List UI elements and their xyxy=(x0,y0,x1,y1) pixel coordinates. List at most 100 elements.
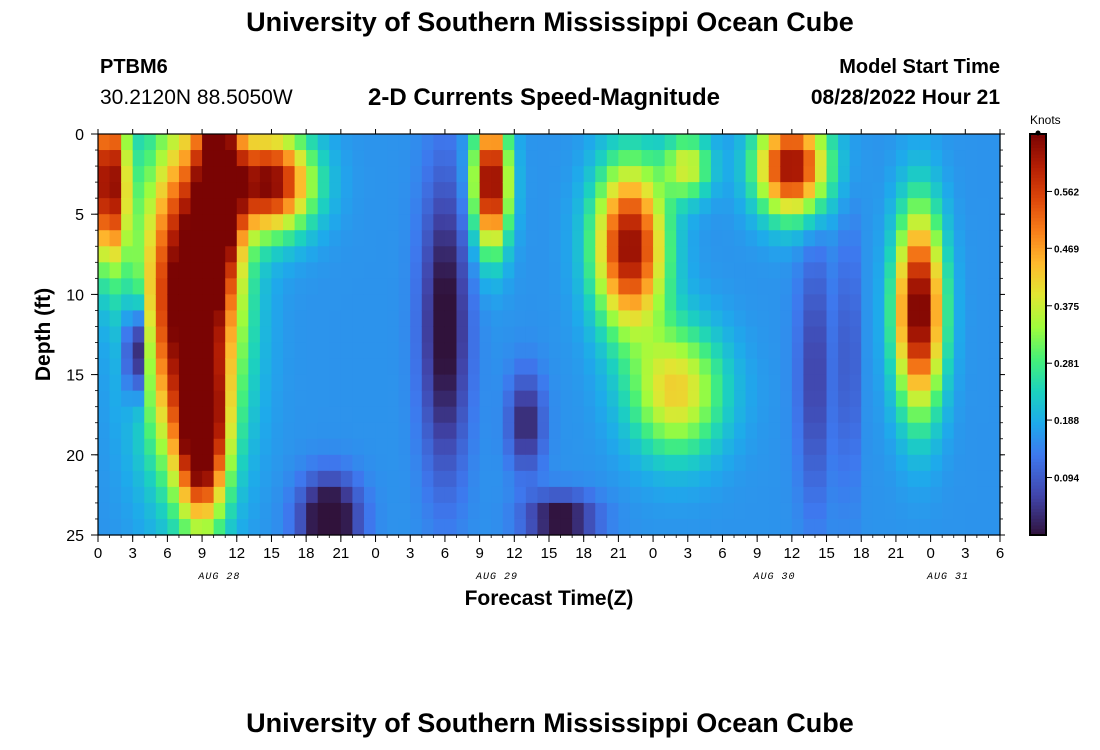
y-tick-label: 15 xyxy=(66,368,84,385)
heatmap-cell xyxy=(618,470,631,488)
heatmap-cell xyxy=(410,198,423,215)
heatmap-cell xyxy=(930,358,943,376)
heatmap-cell xyxy=(294,486,307,504)
heatmap-cell xyxy=(930,198,943,215)
heatmap-cell xyxy=(653,390,666,408)
heatmap-cell xyxy=(132,246,145,263)
heatmap-cell xyxy=(155,326,168,344)
heatmap-cell xyxy=(132,310,145,328)
heatmap-cell xyxy=(410,390,423,408)
colorbar-segment xyxy=(1030,327,1046,332)
heatmap-cell xyxy=(271,134,284,151)
heatmap-cell xyxy=(444,358,458,376)
heatmap-cell xyxy=(479,422,492,440)
colorbar-segment xyxy=(1030,334,1046,339)
heatmap-cell xyxy=(421,406,434,424)
heatmap-cell xyxy=(132,294,145,312)
heatmap-cell xyxy=(421,262,434,279)
heatmap-cell xyxy=(98,470,111,488)
heatmap-cell xyxy=(468,198,481,215)
heatmap-cell xyxy=(606,438,619,456)
heatmap-cell xyxy=(468,134,481,151)
heatmap-cell xyxy=(872,390,885,408)
heatmap-cell xyxy=(895,470,909,488)
heatmap-cell xyxy=(329,294,342,312)
heatmap-cell xyxy=(872,438,885,456)
heatmap-cell xyxy=(618,486,631,504)
heatmap-cell xyxy=(745,134,758,151)
heatmap-cell xyxy=(687,358,700,376)
heatmap-cell xyxy=(317,182,330,199)
heatmap-cell xyxy=(155,358,168,376)
heatmap-cell xyxy=(329,454,342,472)
heatmap-cell xyxy=(791,358,805,376)
heatmap-cell xyxy=(225,486,238,504)
heatmap-cell xyxy=(976,422,990,440)
heatmap-cell xyxy=(444,390,458,408)
heatmap-cell xyxy=(745,358,758,376)
heatmap-cell xyxy=(976,278,990,295)
heatmap-cell xyxy=(502,182,515,199)
heatmap-cell xyxy=(317,390,330,408)
heatmap-cell xyxy=(965,310,978,328)
heatmap-cell xyxy=(653,246,666,263)
heatmap-cell xyxy=(387,166,400,183)
colorbar-segment xyxy=(1030,454,1046,459)
heatmap-cell xyxy=(618,198,631,215)
heatmap-cell xyxy=(930,454,943,472)
heatmap-cell xyxy=(294,310,307,328)
heatmap-cell xyxy=(757,374,770,392)
heatmap-cell xyxy=(710,198,724,215)
heatmap-cell xyxy=(537,438,550,456)
heatmap-cell xyxy=(294,326,307,344)
heatmap-cell xyxy=(791,390,805,408)
heatmap-cell xyxy=(872,166,885,183)
heatmap-cell xyxy=(283,374,296,392)
heatmap-cell xyxy=(791,198,805,215)
x-tick-label: 3 xyxy=(961,545,969,562)
heatmap-cell xyxy=(468,502,481,520)
heatmap-cell xyxy=(190,262,203,279)
heatmap-cell xyxy=(144,438,157,456)
heatmap-cell xyxy=(826,246,839,263)
heatmap-cell xyxy=(942,198,955,215)
heatmap-cell xyxy=(976,470,990,488)
heatmap-cell xyxy=(676,310,689,328)
heatmap-cell xyxy=(803,182,816,199)
heatmap-cell xyxy=(803,230,816,247)
heatmap-cell xyxy=(907,390,920,408)
heatmap-cell xyxy=(780,262,793,279)
heatmap-cell xyxy=(664,486,677,504)
heatmap-cell xyxy=(352,134,365,151)
heatmap-cell xyxy=(838,166,851,183)
heatmap-cell xyxy=(814,278,828,295)
heatmap-cell xyxy=(271,294,284,312)
heatmap-cell xyxy=(930,262,943,279)
heatmap-cell xyxy=(144,262,157,279)
heatmap-cell xyxy=(98,150,111,167)
heatmap-cell xyxy=(398,438,411,456)
heatmap-cell xyxy=(225,310,238,328)
heatmap-cell xyxy=(178,374,192,392)
heatmap-cell xyxy=(387,438,400,456)
heatmap-cell xyxy=(826,438,839,456)
heatmap-cell xyxy=(329,518,342,536)
heatmap-cell xyxy=(930,422,943,440)
heatmap-cell xyxy=(803,454,816,472)
heatmap-cell xyxy=(433,246,446,263)
heatmap-cell xyxy=(190,342,203,360)
heatmap-cell xyxy=(155,214,168,231)
heatmap-cell xyxy=(583,518,596,536)
heatmap-cell xyxy=(294,358,307,376)
heatmap-cell xyxy=(213,246,226,263)
heatmap-cell xyxy=(849,198,862,215)
heatmap-cell xyxy=(884,438,897,456)
heatmap-cell xyxy=(375,406,388,424)
heatmap-cell xyxy=(734,502,747,520)
heatmap-cell xyxy=(664,214,677,231)
heatmap-cell xyxy=(549,342,562,360)
heatmap-cell xyxy=(988,422,1001,440)
heatmap-cell xyxy=(595,422,608,440)
heatmap-cell xyxy=(271,438,284,456)
heatmap-cell xyxy=(745,166,758,183)
